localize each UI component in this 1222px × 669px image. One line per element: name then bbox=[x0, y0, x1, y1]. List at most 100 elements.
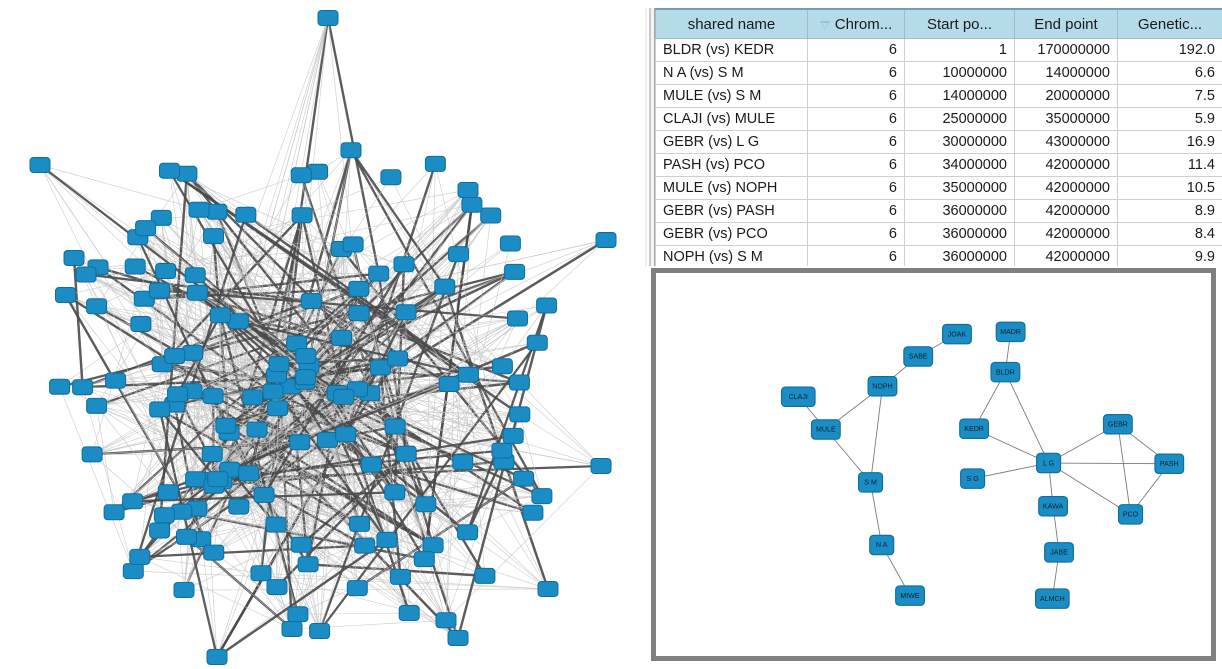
main-network-edge[interactable] bbox=[371, 464, 401, 577]
node-shape[interactable] bbox=[424, 155, 446, 172]
main-network-edge[interactable] bbox=[299, 441, 468, 533]
table-scroll-area[interactable]: shared name Chrom... Start po... End point G… bbox=[655, 8, 1222, 266]
main-network-node[interactable] bbox=[63, 250, 85, 266]
main-network-edge[interactable] bbox=[92, 441, 300, 455]
node-shape[interactable] bbox=[522, 504, 544, 521]
main-network-canvas[interactable] bbox=[0, 0, 645, 669]
main-network-node[interactable] bbox=[395, 445, 417, 462]
table-cell-chromosome[interactable]: 6 bbox=[807, 38, 905, 62]
node-shape[interactable] bbox=[207, 471, 229, 488]
main-network-edge[interactable] bbox=[448, 383, 514, 437]
node-shape[interactable] bbox=[250, 565, 272, 582]
table-cell-chromosome[interactable]: 6 bbox=[807, 84, 905, 108]
main-network-node[interactable] bbox=[435, 612, 457, 629]
main-network-node[interactable] bbox=[72, 379, 94, 396]
node-shape[interactable] bbox=[176, 528, 197, 545]
main-network-node[interactable] bbox=[153, 507, 175, 524]
main-network-edge[interactable] bbox=[308, 365, 514, 437]
node-shape[interactable] bbox=[895, 585, 925, 606]
table-row[interactable]: PASH (vs) PCO 6 34000000 42000000 11.4 bbox=[655, 153, 1222, 177]
main-network-edge[interactable] bbox=[85, 274, 202, 540]
main-network-edge[interactable] bbox=[432, 461, 464, 546]
main-network-node[interactable] bbox=[387, 350, 409, 367]
main-network-node[interactable] bbox=[354, 537, 376, 554]
node-shape[interactable] bbox=[202, 388, 224, 405]
main-network-node[interactable] bbox=[502, 427, 524, 444]
main-network-edge[interactable] bbox=[195, 274, 514, 437]
node-shape[interactable] bbox=[995, 321, 1026, 343]
main-network-node[interactable] bbox=[380, 169, 402, 186]
main-network-edge[interactable] bbox=[186, 393, 371, 538]
main-network-edge[interactable] bbox=[272, 390, 407, 455]
node-shape[interactable] bbox=[157, 484, 179, 501]
main-network-edge[interactable] bbox=[139, 433, 346, 558]
node-shape[interactable] bbox=[72, 379, 94, 396]
main-network-node[interactable] bbox=[457, 524, 479, 541]
main-network-node[interactable] bbox=[182, 344, 204, 361]
main-network-node[interactable] bbox=[149, 401, 171, 418]
node-shape[interactable] bbox=[959, 418, 990, 439]
main-network-node[interactable] bbox=[349, 515, 371, 532]
main-network-edge[interactable] bbox=[432, 243, 511, 546]
main-network-edge[interactable] bbox=[139, 556, 293, 630]
node-shape[interactable] bbox=[129, 548, 151, 565]
node-shape[interactable] bbox=[990, 361, 1021, 383]
main-network-node[interactable] bbox=[262, 383, 284, 400]
main-network-node[interactable] bbox=[480, 207, 502, 224]
node-shape[interactable] bbox=[184, 267, 206, 284]
main-network-node[interactable] bbox=[228, 498, 250, 515]
node-shape[interactable] bbox=[103, 504, 125, 521]
node-shape[interactable] bbox=[354, 537, 376, 554]
main-network-edge[interactable] bbox=[144, 227, 310, 367]
main-network-edge[interactable] bbox=[159, 290, 163, 365]
node-shape[interactable] bbox=[266, 579, 288, 596]
node-shape[interactable] bbox=[384, 484, 406, 501]
node-shape[interactable] bbox=[537, 581, 559, 597]
node-shape[interactable] bbox=[474, 567, 496, 584]
main-network-node[interactable] bbox=[297, 556, 319, 573]
node-shape[interactable] bbox=[867, 376, 898, 397]
node-shape[interactable] bbox=[63, 250, 85, 266]
main-network-edge[interactable] bbox=[159, 175, 302, 410]
subnetwork-node[interactable]: CLAJI bbox=[780, 386, 816, 407]
main-network-node[interactable] bbox=[434, 278, 456, 295]
node-shape[interactable] bbox=[491, 442, 513, 459]
main-network-edge[interactable] bbox=[276, 375, 320, 632]
node-shape[interactable] bbox=[491, 358, 513, 375]
main-network-node[interactable] bbox=[206, 203, 228, 220]
main-network-node[interactable] bbox=[424, 155, 446, 172]
table-cell-end_point[interactable]: 42000000 bbox=[1014, 176, 1118, 200]
main-network-edge[interactable] bbox=[444, 286, 469, 375]
subnetwork-edge[interactable] bbox=[870, 386, 883, 483]
main-network-node[interactable] bbox=[438, 376, 460, 392]
node-shape[interactable] bbox=[348, 280, 370, 297]
main-network-node[interactable] bbox=[184, 267, 206, 284]
node-shape[interactable] bbox=[380, 169, 402, 186]
node-shape[interactable] bbox=[215, 417, 237, 434]
main-network-edge[interactable] bbox=[139, 544, 365, 559]
table-cell-genetic[interactable]: 8.4 bbox=[1117, 222, 1222, 246]
node-shape[interactable] bbox=[295, 348, 317, 364]
main-network-node[interactable] bbox=[491, 442, 513, 459]
table-cell-start_point[interactable]: 14000000 bbox=[904, 84, 1015, 108]
main-network-node[interactable] bbox=[206, 649, 228, 665]
main-network-node[interactable] bbox=[457, 366, 479, 383]
subnetwork-node[interactable]: KAWA bbox=[1038, 495, 1069, 517]
main-network-node[interactable] bbox=[504, 263, 526, 280]
main-network-node[interactable] bbox=[290, 536, 312, 553]
node-shape[interactable] bbox=[235, 206, 257, 223]
node-shape[interactable] bbox=[203, 544, 225, 561]
table-header-shared_name[interactable]: shared name bbox=[655, 8, 808, 39]
main-network-node[interactable] bbox=[331, 329, 353, 346]
main-network-edge[interactable] bbox=[380, 189, 469, 368]
main-network-node[interactable] bbox=[122, 563, 144, 580]
table-row[interactable]: GEBR (vs) PASH 6 36000000 42000000 8.9 bbox=[655, 199, 1222, 223]
subnetwork-node[interactable]: N A bbox=[869, 534, 895, 556]
subnetwork-edge[interactable] bbox=[1048, 462, 1170, 465]
node-shape[interactable] bbox=[960, 468, 986, 489]
node-shape[interactable] bbox=[203, 228, 224, 245]
node-shape[interactable] bbox=[502, 427, 524, 444]
main-network-edge[interactable] bbox=[405, 311, 543, 497]
main-network-edge[interactable] bbox=[307, 273, 380, 565]
node-shape[interactable] bbox=[153, 507, 175, 524]
